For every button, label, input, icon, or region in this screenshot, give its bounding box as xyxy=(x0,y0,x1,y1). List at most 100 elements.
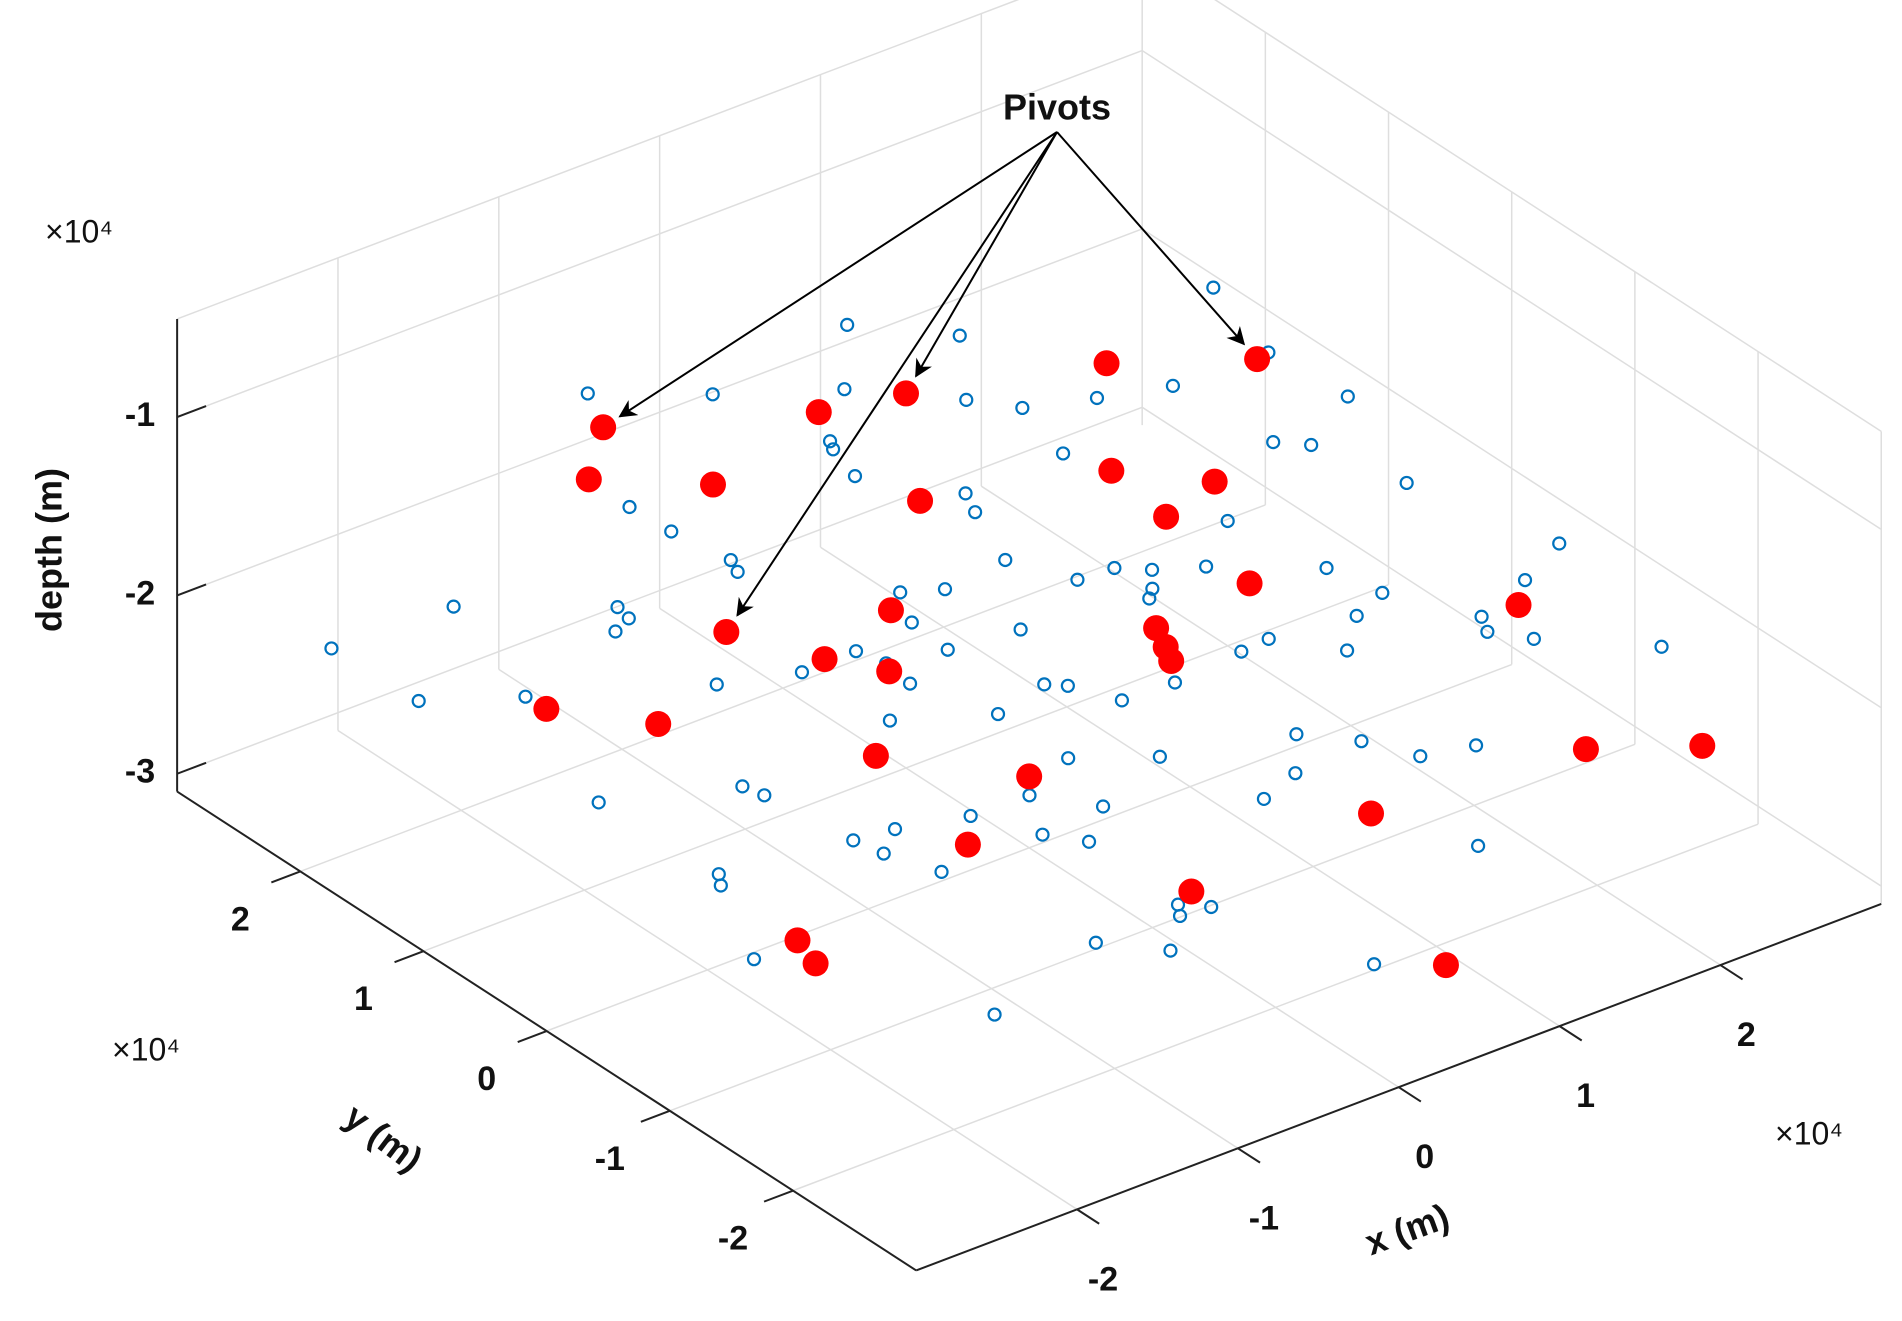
pivot-point xyxy=(876,658,903,685)
sample-point xyxy=(1256,791,1272,807)
y-tick-label: 0 xyxy=(477,1060,496,1098)
pivot-point xyxy=(713,618,740,645)
grid-line xyxy=(176,49,1143,418)
pivot-point xyxy=(877,597,904,624)
x-tick xyxy=(1237,1147,1261,1164)
pivot-point xyxy=(1572,736,1599,763)
sample-point xyxy=(1340,389,1355,404)
sample-point xyxy=(746,952,762,967)
annotation-text: Pivots xyxy=(1003,87,1111,128)
sample-point xyxy=(580,386,595,401)
sample-point xyxy=(959,392,974,407)
z-tick-label: -2 xyxy=(125,574,155,612)
x-tick-label: -2 xyxy=(1088,1260,1118,1298)
x-exponent: ×10⁴ xyxy=(1775,1115,1843,1151)
grid-line xyxy=(546,663,1512,1032)
sample-point xyxy=(958,486,973,501)
sample-point xyxy=(1288,766,1303,781)
sample-point xyxy=(622,499,637,515)
sample-point xyxy=(937,582,953,597)
sample-point xyxy=(847,468,863,484)
annotation-arrow xyxy=(736,131,1058,617)
sample-point xyxy=(1234,644,1249,659)
sample-point xyxy=(1206,280,1221,295)
sample-point xyxy=(1060,678,1075,693)
sample-point xyxy=(1114,693,1130,708)
sample-point xyxy=(940,642,955,657)
pivot-point xyxy=(893,380,920,407)
x-tick-label: -1 xyxy=(1249,1199,1279,1237)
sample-point xyxy=(990,706,1006,722)
sample-point xyxy=(610,600,625,615)
annotation-arrow xyxy=(618,131,1058,418)
sample-point xyxy=(1471,838,1486,854)
sample-point xyxy=(1199,559,1214,574)
pivot-point xyxy=(575,466,602,493)
sample-point xyxy=(446,599,461,614)
annotation-arrow xyxy=(915,131,1058,378)
sample-point xyxy=(735,779,750,794)
sample-point xyxy=(1349,608,1364,623)
pivot-point xyxy=(1093,350,1120,377)
z-tick xyxy=(176,761,207,775)
sample-point xyxy=(1142,591,1157,606)
sample-point xyxy=(1145,581,1160,596)
sample-point xyxy=(987,1007,1002,1022)
sample-point xyxy=(324,641,339,656)
pivot-point xyxy=(811,646,838,673)
sample-point xyxy=(952,328,967,343)
x-tick-label: 0 xyxy=(1415,1138,1434,1176)
sample-point xyxy=(1107,560,1122,576)
sample-point xyxy=(1517,572,1533,588)
y-tick-label: 1 xyxy=(354,980,373,1018)
y-tick xyxy=(517,1030,548,1043)
z-exponent: ×10⁴ xyxy=(45,213,113,249)
x-tick xyxy=(1559,1025,1583,1042)
sample-point xyxy=(1266,435,1281,450)
grid-line xyxy=(423,584,1389,952)
grid-line xyxy=(1141,406,1882,887)
z-axis-label: depth (m) xyxy=(29,468,70,632)
sample-point xyxy=(1037,677,1052,692)
sample-point xyxy=(1022,788,1037,803)
sample-point xyxy=(1413,749,1428,764)
pivot-point xyxy=(1689,732,1716,759)
pivot-point xyxy=(954,831,981,858)
sample-point xyxy=(1289,727,1304,742)
y-tick xyxy=(640,1109,671,1123)
x-tick xyxy=(1398,1086,1422,1103)
sample-point xyxy=(1055,446,1071,461)
sample-point xyxy=(1204,899,1219,915)
grid-line xyxy=(176,406,1143,775)
sample-point xyxy=(621,611,636,626)
sample-point xyxy=(723,552,738,568)
sample-point xyxy=(757,788,772,803)
sample-point xyxy=(887,822,903,837)
y-tick xyxy=(270,870,301,884)
sample-point xyxy=(1526,631,1541,646)
sample-point xyxy=(1172,908,1188,924)
pivot-point xyxy=(1236,570,1263,597)
pivot-point xyxy=(805,399,832,426)
sample-point xyxy=(1013,622,1028,637)
sample-point xyxy=(1167,675,1183,690)
sample-point xyxy=(1304,437,1319,453)
pivot-point xyxy=(590,414,617,441)
sample-point xyxy=(826,442,841,457)
pivot-point xyxy=(1358,800,1385,827)
sample-point xyxy=(608,624,623,639)
pivot-point xyxy=(907,487,934,514)
sample-point xyxy=(882,713,898,728)
sample-point xyxy=(713,878,728,893)
pivot-point xyxy=(802,950,829,977)
pivot-point xyxy=(784,927,811,954)
sample-point xyxy=(709,677,724,692)
annotation-arrow xyxy=(1056,131,1246,346)
sample-point xyxy=(1354,734,1369,749)
z-tick xyxy=(176,583,207,597)
sample-point xyxy=(1375,585,1390,600)
sample-point xyxy=(664,524,679,539)
z-tick xyxy=(176,405,207,418)
sample-point xyxy=(1163,943,1178,958)
